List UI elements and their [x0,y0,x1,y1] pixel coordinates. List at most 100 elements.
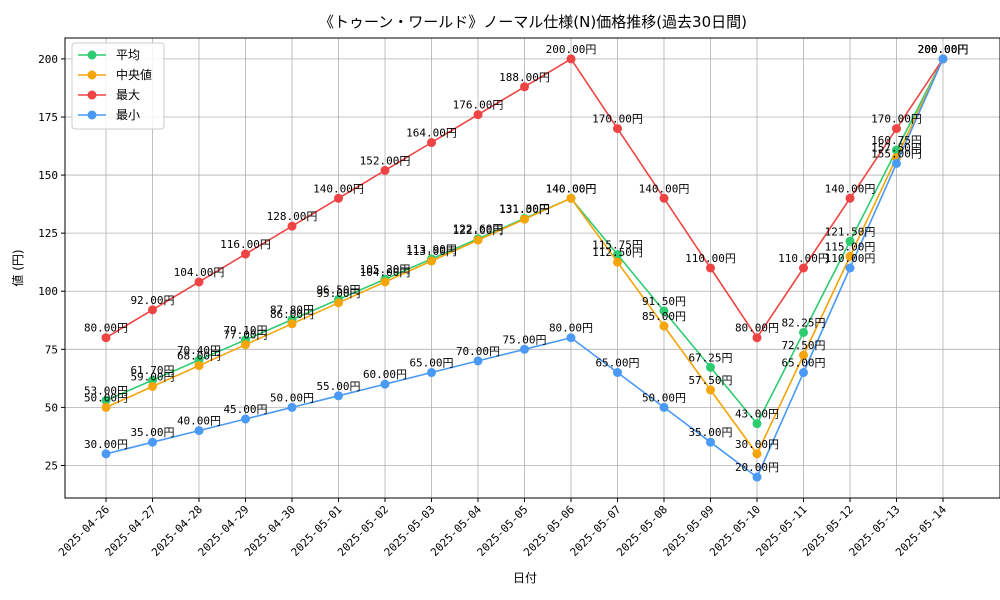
data-point [566,54,576,64]
data-point [659,306,669,316]
data-point [752,449,762,459]
data-label: 70.00円 [456,345,500,358]
data-point [101,333,111,343]
data-point [101,449,111,459]
data-label: 115.00円 [825,240,876,253]
data-label: 122.00円 [453,224,504,237]
data-label: 155.00円 [871,147,922,160]
data-label: 164.00円 [406,127,457,140]
data-label: 30.00円 [735,438,779,451]
data-point [427,138,436,148]
data-point [241,249,250,259]
legend-label: 中央値 [116,67,152,82]
data-point [613,250,622,260]
data-label: 152.00円 [360,154,411,167]
data-label: 86.00円 [270,308,314,321]
data-label: 200.00円 [918,43,969,56]
data-point [241,340,250,350]
legend-label: 最小 [116,108,140,122]
data-label: 45.00円 [223,403,267,416]
data-point [473,356,483,366]
data-label: 53.00円 [84,384,128,397]
data-label: 105.20円 [360,263,411,276]
data-label: 82.25円 [781,316,825,329]
data-label: 57.50円 [688,374,732,387]
data-point [752,333,762,343]
data-point [334,193,343,203]
data-point [194,361,204,371]
data-point [194,277,204,287]
data-label: 92.00円 [130,294,174,307]
y-tick-label: 150 [38,169,58,182]
data-label: 140.00円 [546,182,597,195]
data-label: 113.90円 [406,243,457,256]
data-label: 104.00円 [174,266,225,279]
data-point [473,235,483,245]
data-point [473,110,483,120]
legend-marker [87,110,97,120]
data-point [613,124,622,134]
data-label: 20.00円 [735,461,779,474]
data-label: 50.00円 [84,391,128,404]
data-point [287,319,297,329]
data-label: 110.00円 [778,252,829,265]
data-label: 176.00円 [453,99,504,112]
data-point [427,368,436,378]
data-label: 200.00円 [546,43,597,56]
x-axis-title: 日付 [513,571,537,585]
data-point [706,437,715,447]
data-point [520,82,529,92]
x-axis: 2025-04-262025-04-272025-04-282025-04-29… [56,498,949,559]
data-label: 170.00円 [592,113,643,126]
data-point [101,395,111,405]
data-label: 59.00円 [130,370,174,383]
data-point [845,263,855,273]
y-tick-label: 100 [38,285,58,298]
data-label: 140.00円 [825,182,876,195]
data-point [845,236,855,246]
data-label: 35.00円 [688,426,732,439]
data-label: 131.00円 [499,203,550,216]
data-label: 60.00円 [363,368,407,381]
data-label: 85.00円 [642,310,686,323]
data-label: 30.00円 [84,438,128,451]
series-layer [101,54,948,482]
data-point [659,193,669,203]
plot-frame [64,37,1000,499]
y-axis-title: 値 (円) [10,249,25,286]
chart-title: 《トゥーン・ワールド》ノーマル仕様(N)価格推移(過去30日間) [319,13,747,31]
data-label: 65.00円 [781,357,825,370]
data-label: 96.50円 [316,283,360,296]
data-point [799,327,808,337]
data-point [380,165,390,175]
data-label: 95.00円 [316,287,360,300]
data-label: 200.00円 [918,43,969,56]
data-point [380,379,390,389]
data-point [566,193,576,203]
data-label: 122.60円 [453,223,504,236]
data-point [148,305,157,315]
data-label: 65.00円 [595,357,639,370]
data-point [938,54,948,64]
legend-marker [87,50,97,60]
data-label: 121.50円 [825,225,876,238]
data-label: 113.00円 [406,245,457,258]
data-point [148,381,157,391]
legend-marker [87,70,97,80]
data-label: 50.00円 [270,391,314,404]
data-label: 35.00円 [130,426,174,439]
data-point [752,472,762,482]
data-point [892,158,901,168]
data-label: 200.00円 [918,43,969,56]
data-label: 157.50円 [871,142,922,155]
data-point [706,385,715,395]
data-point [334,298,343,308]
data-point [752,419,762,429]
data-label: 80.00円 [549,322,593,335]
data-point [380,277,390,287]
data-label: 50.00円 [642,391,686,404]
data-label: 61.70円 [130,364,174,377]
data-point [427,256,436,266]
